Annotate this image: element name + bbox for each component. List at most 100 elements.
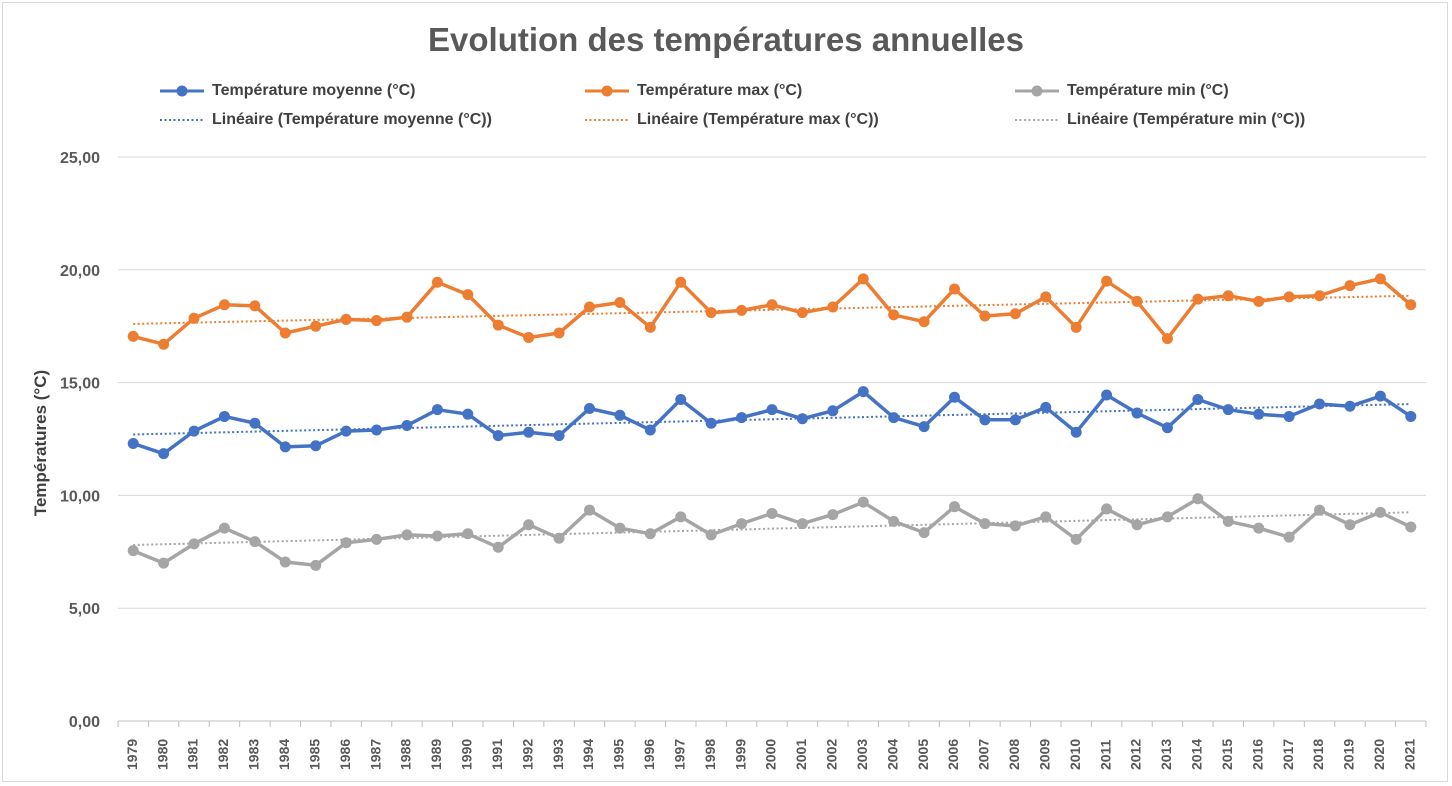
y-tick-label: 25,00: [60, 150, 100, 167]
data-point: [1101, 503, 1113, 515]
x-tick-label: 1986: [337, 739, 353, 770]
x-tick-label: 1979: [124, 739, 140, 770]
data-point: [158, 448, 170, 460]
data-point: [796, 518, 808, 530]
x-tick-label: 1991: [489, 739, 505, 770]
legend-series-max[interactable]: Température max (°C): [583, 80, 802, 102]
data-point: [614, 297, 626, 309]
data-point: [1283, 531, 1295, 543]
data-point: [1101, 275, 1113, 287]
data-point: [736, 412, 748, 424]
y-tick-label: 0,00: [69, 714, 100, 731]
y-tick-label: 20,00: [60, 263, 100, 280]
data-point: [614, 522, 626, 534]
x-tick-label: 2001: [793, 739, 809, 770]
data-point: [401, 311, 413, 323]
data-point: [279, 556, 291, 568]
data-point: [857, 496, 869, 508]
data-point: [462, 289, 474, 301]
series-line-1: [132, 277, 1412, 346]
x-tick-label: 2005: [915, 739, 931, 770]
x-tick-label: 2000: [763, 739, 779, 770]
legend-trend-label-moyenne: Linéaire (Température moyenne (°C)): [212, 111, 492, 128]
data-point: [1344, 280, 1356, 292]
x-tick-label: 2002: [824, 739, 840, 770]
data-point: [249, 300, 261, 312]
x-tick-label: 2006: [945, 739, 961, 770]
legend-label-min: Température min (°C): [1067, 82, 1229, 99]
data-point: [1344, 400, 1356, 412]
data-point: [188, 538, 200, 550]
data-point: [218, 410, 230, 422]
x-tick-label: 1980: [154, 739, 170, 770]
data-point: [1283, 410, 1295, 422]
data-point: [492, 319, 504, 331]
x-tick-label: 1985: [306, 739, 322, 770]
y-tick-label: 15,00: [60, 376, 100, 393]
x-tick-label: 1984: [276, 739, 292, 770]
data-point: [705, 529, 717, 541]
data-point: [1222, 515, 1234, 527]
data-point: [1131, 295, 1143, 307]
x-tick-label: 2012: [1128, 739, 1144, 770]
data-point: [1222, 404, 1234, 416]
legend-series-moyenne[interactable]: Température moyenne (°C): [158, 80, 415, 102]
data-point: [1040, 401, 1052, 413]
data-point: [431, 530, 443, 542]
data-point: [1070, 533, 1082, 545]
data-point: [371, 533, 383, 545]
data-point: [553, 532, 565, 544]
data-point: [918, 316, 930, 328]
x-tick-label: 1981: [185, 739, 201, 770]
data-point: [736, 518, 748, 530]
data-point: [979, 310, 991, 322]
legend-label-moyenne: Température moyenne (°C): [212, 82, 416, 99]
legend-trend-moyenne[interactable]: Linéaire (Température moyenne (°C)): [158, 109, 492, 131]
data-point: [1222, 290, 1234, 302]
legend-trend-marker-max: [585, 119, 629, 121]
x-tick-label: 1996: [641, 739, 657, 770]
x-tick-label: 2018: [1310, 739, 1326, 770]
data-point: [1405, 521, 1417, 533]
data-point: [644, 424, 656, 436]
x-tick-label: 1995: [611, 739, 627, 770]
data-point: [918, 527, 930, 539]
data-point: [1314, 398, 1326, 410]
data-point: [310, 320, 322, 332]
x-tick-label: 2017: [1280, 739, 1296, 770]
data-point: [949, 501, 961, 513]
data-point: [127, 330, 139, 342]
data-point: [705, 307, 717, 319]
data-point: [827, 509, 839, 521]
data-point: [888, 412, 900, 424]
data-point: [371, 315, 383, 327]
data-point: [1040, 511, 1052, 523]
x-tick-label: 2011: [1097, 739, 1113, 770]
legend-marker-max: [585, 85, 629, 97]
data-point: [1070, 426, 1082, 438]
data-point: [949, 391, 961, 403]
legend-trend-label-min: Linéaire (Température min (°C)): [1067, 111, 1306, 128]
legend-series-min[interactable]: Température min (°C): [1013, 80, 1229, 102]
legend-trend-marker-moyenne: [160, 119, 204, 121]
data-point: [1405, 410, 1417, 422]
legend-marker-moyenne: [160, 85, 204, 97]
data-point: [401, 419, 413, 431]
x-tick-label: 1992: [519, 739, 535, 770]
data-point: [949, 283, 961, 295]
legend-trend-min[interactable]: Linéaire (Température min (°C)): [1013, 109, 1305, 131]
x-tick-label: 1983: [246, 739, 262, 770]
x-tick-label: 1988: [398, 739, 414, 770]
data-point: [1009, 308, 1021, 320]
legend-trend-max[interactable]: Linéaire (Température max (°C)): [583, 109, 879, 131]
data-point: [1344, 519, 1356, 531]
x-tick-label: 2016: [1249, 739, 1265, 770]
data-point: [492, 541, 504, 553]
data-point: [1405, 299, 1417, 311]
x-tick-label: 1990: [459, 739, 475, 770]
x-tick-label: 1989: [428, 739, 444, 770]
data-point: [310, 559, 322, 571]
x-tick-label: 2021: [1401, 739, 1417, 770]
